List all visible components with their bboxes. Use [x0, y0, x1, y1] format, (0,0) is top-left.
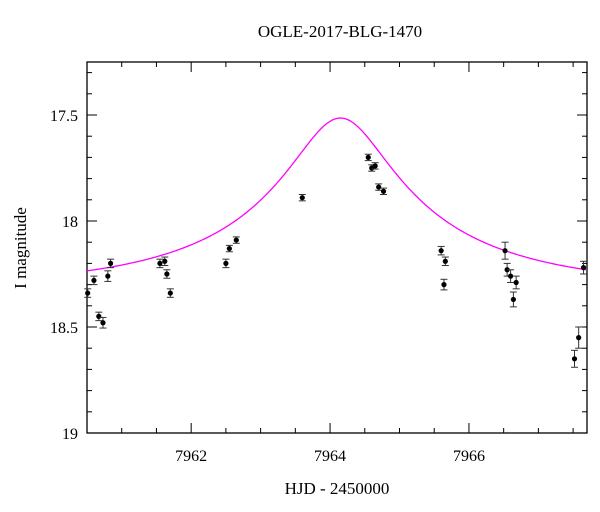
- data-point: [371, 162, 379, 170]
- point-marker: [502, 248, 508, 254]
- data-point: [575, 326, 583, 349]
- point-marker: [85, 290, 91, 296]
- point-marker: [223, 260, 229, 266]
- data-point: [437, 245, 445, 256]
- data-point: [225, 244, 233, 253]
- point-marker: [105, 273, 111, 279]
- x-tick-label: 7962: [175, 448, 207, 465]
- y-axis-label: I magnitude: [11, 207, 30, 289]
- point-marker: [442, 258, 448, 264]
- x-tick-label: 7966: [453, 448, 485, 465]
- x-tick-label: 7964: [314, 448, 346, 465]
- point-marker: [510, 296, 516, 303]
- data-point: [99, 316, 107, 329]
- y-tick-label: 18.5: [50, 320, 78, 337]
- data-point: [380, 187, 388, 195]
- data-point: [364, 153, 372, 162]
- data-point: [512, 275, 520, 290]
- point-marker: [233, 237, 239, 243]
- data-point: [507, 269, 515, 283]
- point-marker: [91, 277, 97, 283]
- data-point: [298, 194, 306, 202]
- y-tick-label: 17.5: [50, 108, 78, 125]
- data-point: [509, 291, 517, 308]
- data-point: [107, 258, 115, 269]
- chart-title: OGLE-2017-BLG-1470: [258, 22, 422, 41]
- point-marker: [167, 290, 173, 296]
- point-marker: [441, 282, 447, 288]
- data-point: [90, 275, 98, 286]
- point-marker: [226, 245, 232, 252]
- point-marker: [372, 163, 378, 169]
- data-point: [441, 256, 449, 267]
- data-point: [166, 288, 174, 298]
- data-point: [222, 258, 230, 269]
- point-marker: [96, 313, 102, 319]
- data-point: [440, 278, 448, 291]
- point-marker: [508, 273, 514, 279]
- point-marker: [438, 248, 444, 254]
- point-marker: [157, 260, 163, 266]
- data-point: [375, 183, 383, 191]
- data-point: [501, 241, 509, 260]
- point-marker: [376, 184, 382, 190]
- axis-ticks: [86, 62, 587, 434]
- point-marker: [162, 258, 168, 264]
- point-marker: [299, 195, 305, 201]
- data-point: [104, 270, 112, 282]
- point-marker: [164, 271, 170, 277]
- data-point: [161, 256, 169, 267]
- x-axis-label: HJD - 2450000: [285, 479, 390, 498]
- point-marker: [380, 188, 387, 194]
- data-point: [571, 349, 578, 368]
- data-points: [84, 153, 588, 368]
- y-tick-label: 18: [62, 214, 78, 231]
- data-point: [95, 311, 103, 322]
- data-point: [580, 260, 588, 275]
- plot-frame: [86, 61, 588, 434]
- point-marker: [513, 279, 519, 286]
- point-marker: [576, 335, 582, 341]
- point-marker: [571, 356, 578, 362]
- point-marker: [365, 154, 371, 160]
- model-curve: [86, 117, 588, 272]
- point-marker: [108, 260, 114, 266]
- y-tick-label: 19: [62, 426, 78, 443]
- data-point: [156, 258, 164, 269]
- point-marker: [100, 320, 106, 326]
- tick-labels: 7962 7964 7966 17.5 18 18.5 19: [50, 108, 485, 465]
- data-point: [232, 236, 240, 244]
- point-marker: [580, 265, 587, 271]
- data-point: [163, 269, 171, 279]
- data-point: [84, 288, 92, 298]
